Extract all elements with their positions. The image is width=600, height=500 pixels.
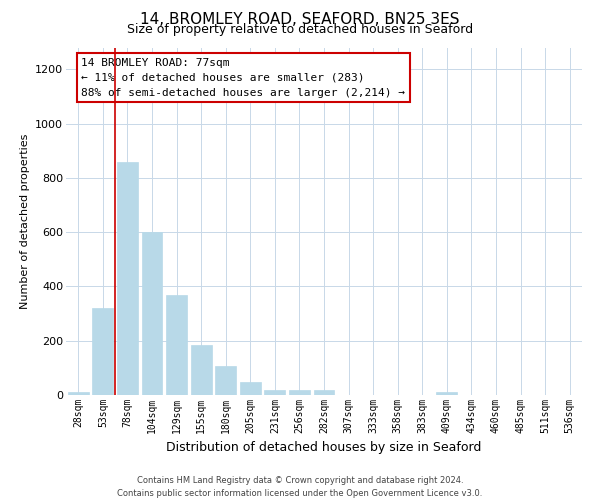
Bar bbox=[117, 162, 138, 395]
Text: 14, BROMLEY ROAD, SEAFORD, BN25 3ES: 14, BROMLEY ROAD, SEAFORD, BN25 3ES bbox=[140, 12, 460, 28]
Bar bbox=[436, 392, 457, 395]
Bar bbox=[215, 366, 236, 395]
X-axis label: Distribution of detached houses by size in Seaford: Distribution of detached houses by size … bbox=[166, 442, 482, 454]
Text: 14 BROMLEY ROAD: 77sqm
← 11% of detached houses are smaller (283)
88% of semi-de: 14 BROMLEY ROAD: 77sqm ← 11% of detached… bbox=[82, 58, 406, 98]
Text: Contains HM Land Registry data © Crown copyright and database right 2024.
Contai: Contains HM Land Registry data © Crown c… bbox=[118, 476, 482, 498]
Bar bbox=[191, 345, 212, 395]
Bar bbox=[240, 382, 261, 395]
Y-axis label: Number of detached properties: Number of detached properties bbox=[20, 134, 29, 309]
Bar bbox=[92, 308, 113, 395]
Bar bbox=[289, 390, 310, 395]
Bar bbox=[142, 232, 163, 395]
Bar bbox=[166, 294, 187, 395]
Text: Size of property relative to detached houses in Seaford: Size of property relative to detached ho… bbox=[127, 22, 473, 36]
Bar bbox=[265, 390, 286, 395]
Bar bbox=[314, 390, 334, 395]
Bar bbox=[68, 392, 89, 395]
